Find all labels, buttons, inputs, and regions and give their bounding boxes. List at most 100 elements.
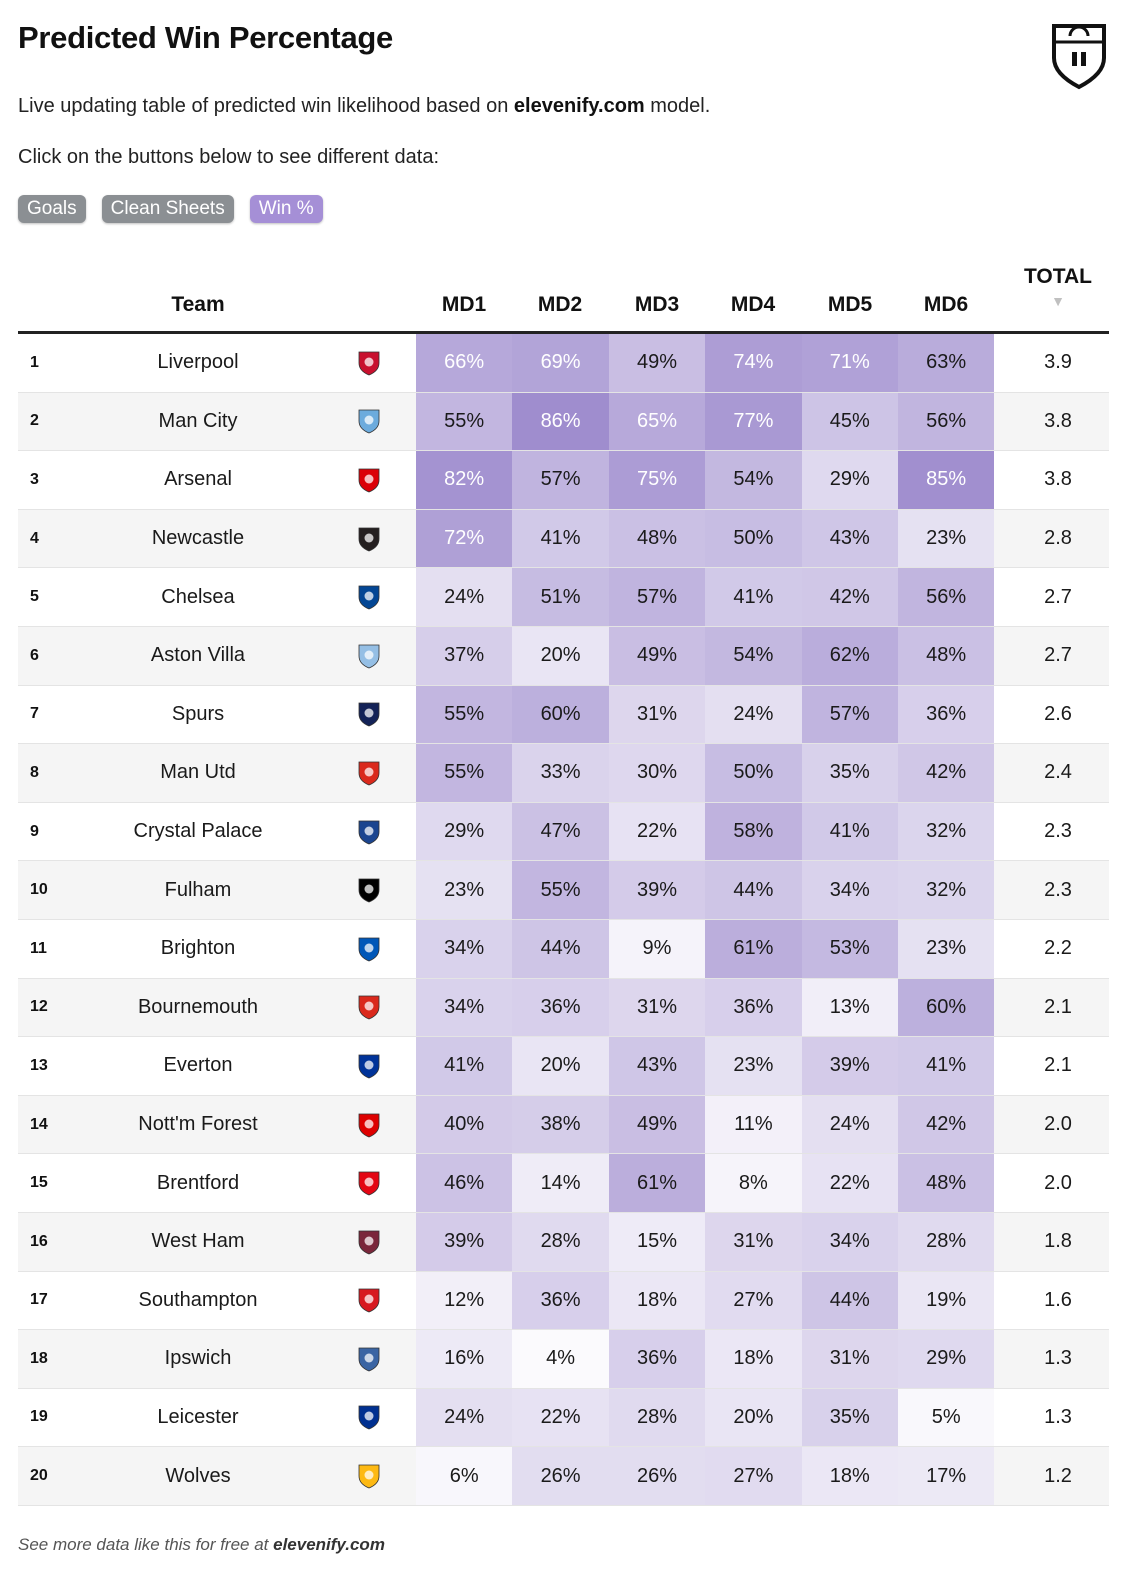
column-header-md6[interactable]: MD6: [923, 293, 969, 316]
md6-win-cell: 56%: [898, 392, 995, 451]
md1-win-cell: 6%: [416, 1447, 513, 1505]
spurs-crest-icon: [358, 702, 380, 727]
md5-win-cell: 45%: [801, 392, 898, 451]
table-body: 1 Liverpool 66% 69% 49% 74% 71% 63% 3.9 2 Man City…: [18, 334, 1109, 1506]
md6-win-cell: 28%: [898, 1212, 995, 1271]
column-header-md4[interactable]: MD4: [730, 293, 776, 316]
md5-win-cell: 35%: [801, 1388, 898, 1447]
md1-win-cell: 41%: [416, 1037, 513, 1095]
md2-win-cell: 41%: [512, 509, 609, 568]
md3-win-cell: 31%: [608, 978, 706, 1037]
total-cell: 3.9: [1044, 351, 1072, 374]
rank-cell: 16: [30, 1232, 48, 1250]
rank-cell: 20: [30, 1467, 48, 1485]
west-ham-crest-icon: [358, 1230, 380, 1255]
footer-site-link[interactable]: elevenify.com: [273, 1535, 385, 1554]
rank-cell: 18: [30, 1349, 48, 1367]
md3-win-cell: 49%: [608, 334, 706, 392]
column-header-md1[interactable]: MD1: [441, 293, 487, 316]
md4-win-cell: 8%: [705, 1154, 802, 1212]
md4-win-cell: 50%: [705, 744, 802, 802]
rank-cell: 15: [30, 1174, 48, 1192]
table-row: 9 Crystal Palace 29% 47% 22% 58% 41% 32% 2.3: [18, 802, 1109, 862]
md2-win-cell: 4%: [512, 1330, 609, 1388]
md3-win-cell: 36%: [608, 1330, 706, 1388]
team-name-cell: Liverpool: [157, 351, 239, 374]
column-header-total[interactable]: TOTAL ▼: [1008, 265, 1108, 309]
md3-win-cell: 75%: [608, 451, 706, 509]
rank-cell: 4: [30, 529, 39, 547]
md1-win-cell: 34%: [416, 919, 513, 978]
footer-text: See more data like this for free at: [18, 1535, 274, 1554]
table-row: 16 West Ham 39% 28% 15% 31% 34% 28% 1.8: [18, 1212, 1109, 1272]
column-header-md3[interactable]: MD3: [634, 293, 680, 316]
total-cell: 1.2: [1044, 1464, 1072, 1487]
leicester-crest-icon: [358, 1406, 380, 1430]
md1-win-cell: 72%: [416, 509, 513, 568]
total-cell: 2.0: [1044, 1171, 1072, 1194]
md2-win-cell: 86%: [512, 392, 609, 451]
team-name-cell: Crystal Palace: [133, 820, 263, 843]
rank-cell: 10: [30, 881, 48, 899]
table-row: 10 Fulham 23% 55% 39% 44% 34% 32% 2.3: [18, 861, 1109, 920]
md2-win-cell: 57%: [512, 451, 609, 509]
team-name-cell: Ipswich: [164, 1347, 232, 1370]
rank-cell: 8: [30, 763, 39, 781]
md3-win-cell: 61%: [608, 1154, 706, 1212]
md4-win-cell: 58%: [705, 802, 802, 861]
man-utd-crest-icon: [358, 761, 380, 786]
team-name-cell: Newcastle: [151, 527, 245, 550]
column-header-md5[interactable]: MD5: [827, 293, 873, 316]
md2-win-cell: 51%: [512, 568, 609, 626]
md5-win-cell: 34%: [801, 1212, 898, 1271]
rank-cell: 1: [30, 353, 39, 371]
total-cell: 2.8: [1044, 527, 1072, 550]
team-name-cell: Brighton: [160, 937, 236, 960]
md6-win-cell: 17%: [898, 1447, 995, 1505]
md4-win-cell: 36%: [705, 978, 802, 1037]
column-header-md2[interactable]: MD2: [537, 293, 583, 316]
arsenal-crest-icon: [358, 468, 380, 493]
md3-win-cell: 43%: [608, 1037, 706, 1095]
md6-win-cell: 23%: [898, 509, 995, 568]
total-cell: 2.1: [1044, 995, 1072, 1018]
md3-win-cell: 22%: [608, 802, 706, 861]
table-row: 2 Man City 55% 86% 65% 77% 45% 56% 3.8: [18, 392, 1109, 452]
goals-button[interactable]: Goals: [18, 195, 86, 223]
clean-sheets-button[interactable]: Clean Sheets: [101, 195, 234, 223]
bournemouth-crest-icon: [358, 995, 380, 1020]
column-header-team[interactable]: Team: [171, 293, 225, 316]
total-cell: 1.6: [1044, 1288, 1072, 1311]
team-name-cell: Aston Villa: [150, 644, 246, 667]
rank-cell: 3: [30, 470, 39, 488]
total-label: TOTAL: [1023, 265, 1093, 288]
win-percent-button[interactable]: Win %: [249, 195, 323, 223]
team-name-cell: Everton: [163, 1054, 233, 1077]
table-row: 7 Spurs 55% 60% 31% 24% 57% 36% 2.6: [18, 685, 1109, 745]
md5-win-cell: 34%: [801, 861, 898, 919]
ipswich-crest-icon: [358, 1347, 380, 1372]
md6-win-cell: 63%: [898, 334, 995, 392]
liverpool-crest-icon: [358, 351, 380, 376]
md1-win-cell: 39%: [416, 1212, 513, 1271]
total-cell: 1.3: [1044, 1405, 1072, 1428]
team-name-cell: Nott'm Forest: [138, 1113, 258, 1136]
md3-win-cell: 48%: [608, 509, 706, 568]
rank-cell: 14: [30, 1115, 48, 1133]
table-row: 6 Aston Villa 37% 20% 49% 54% 62% 48% 2.7: [18, 626, 1109, 686]
md3-win-cell: 15%: [608, 1212, 706, 1271]
md2-win-cell: 26%: [512, 1447, 609, 1505]
sort-desc-icon[interactable]: ▼: [1051, 293, 1065, 309]
rank-cell: 12: [30, 998, 48, 1016]
footer: See more data like this for free at elev…: [18, 1535, 385, 1555]
table-row: 11 Brighton 34% 44% 9% 61% 53% 23% 2.2: [18, 919, 1109, 979]
md5-win-cell: 39%: [801, 1037, 898, 1095]
md5-win-cell: 31%: [801, 1330, 898, 1388]
rank-cell: 19: [30, 1408, 48, 1426]
newcastle-crest-icon: [358, 527, 380, 552]
total-cell: 1.8: [1044, 1230, 1072, 1253]
page-title: Predicted Win Percentage: [18, 20, 393, 55]
team-name-cell: Man City: [158, 409, 238, 432]
brighton-crest-icon: [358, 937, 380, 962]
md2-win-cell: 20%: [512, 626, 609, 685]
